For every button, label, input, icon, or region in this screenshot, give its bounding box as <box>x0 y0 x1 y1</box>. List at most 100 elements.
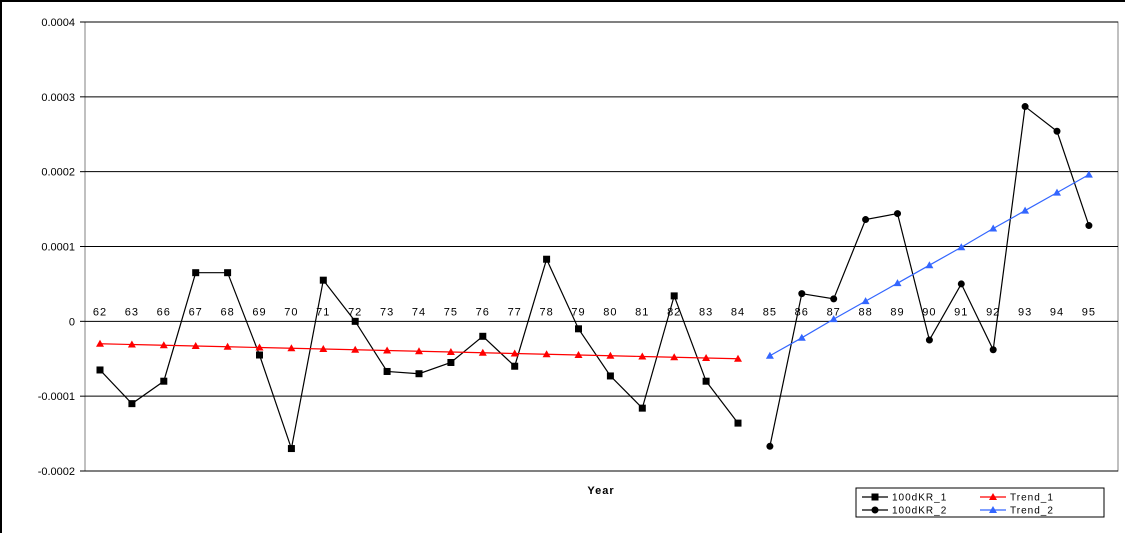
data-point-triangle <box>510 349 519 357</box>
y-tick-label: 0 <box>69 316 75 328</box>
data-point-triangle <box>989 506 997 513</box>
data-point-square <box>511 362 519 370</box>
data-point-triangle <box>957 243 966 251</box>
data-point-triangle <box>351 345 360 353</box>
data-point-triangle <box>797 333 806 341</box>
legend-label: 100dKR_1 <box>892 493 947 504</box>
data-point-triangle <box>893 279 902 287</box>
x-tick-label: 75 <box>444 306 458 318</box>
data-point-square <box>479 332 487 340</box>
data-point-square <box>670 292 678 300</box>
x-tick-label: 89 <box>890 306 904 318</box>
data-point-triangle <box>670 353 679 361</box>
series-trend-2 <box>765 170 1093 359</box>
data-point-triangle <box>446 348 455 356</box>
x-tick-label: 69 <box>252 306 266 318</box>
x-tick-label: 74 <box>412 306 426 318</box>
data-point-square <box>160 377 168 385</box>
data-point-triangle <box>989 493 997 500</box>
data-point-triangle <box>1021 206 1030 214</box>
data-point-triangle <box>223 342 232 350</box>
data-point-circle <box>894 210 901 218</box>
x-tick-label: 94 <box>1050 306 1064 318</box>
data-point-triangle <box>829 315 838 323</box>
x-tick-label: 73 <box>380 306 394 318</box>
x-tick-label: 63 <box>125 306 139 318</box>
data-point-triangle <box>478 348 487 356</box>
x-tick-label: 62 <box>93 306 107 318</box>
x-tick-label: 76 <box>476 306 490 318</box>
data-point-triangle <box>255 343 264 351</box>
y-tick-label: 0.0004 <box>41 17 75 29</box>
x-tick-label: 91 <box>954 306 968 318</box>
data-point-square <box>224 269 232 277</box>
legend-label: Trend_2 <box>1010 506 1054 517</box>
data-point-triangle <box>127 340 136 348</box>
data-point-triangle <box>734 354 742 362</box>
data-point-triangle <box>574 351 583 359</box>
x-tick-label: 67 <box>189 306 203 318</box>
data-point-circle <box>862 216 870 224</box>
data-point-triangle <box>925 261 934 269</box>
data-point-square <box>575 325 582 333</box>
data-point-triangle <box>1084 170 1093 178</box>
x-tick-label: 72 <box>348 306 362 318</box>
x-tick-label: 81 <box>635 306 649 318</box>
x-tick-label: 71 <box>316 306 330 318</box>
data-point-triangle <box>702 354 711 362</box>
series-layer <box>96 103 1093 453</box>
data-point-circle <box>1085 222 1093 230</box>
legend-box <box>855 487 1105 518</box>
data-point-triangle <box>159 341 168 349</box>
data-point-triangle <box>542 350 551 358</box>
data-point-square <box>256 351 263 359</box>
legend-item: Trend_2 <box>980 506 1054 517</box>
y-tick-label: 0.0003 <box>41 92 75 104</box>
data-point-circle <box>1053 127 1061 135</box>
data-point-square <box>192 269 200 277</box>
data-point-square <box>734 419 742 427</box>
data-point-triangle <box>319 345 328 353</box>
y-tick-label: -0.0001 <box>38 391 75 403</box>
data-point-triangle <box>415 347 423 355</box>
data-point-triangle <box>606 351 615 359</box>
data-point-square <box>319 276 327 284</box>
data-point-circle <box>766 442 774 450</box>
data-point-square <box>702 377 710 385</box>
x-tick-label: 90 <box>922 306 936 318</box>
legend-label: 100dKR_2 <box>892 506 947 517</box>
data-point-square <box>351 317 359 325</box>
legend: 100dKR_1 Trend_1 100dKR_2 Trend_2 <box>855 487 1105 518</box>
legend-item: 100dKR_1 <box>862 493 947 504</box>
data-point-triangle <box>287 344 296 352</box>
legend-label: Trend_1 <box>1010 493 1054 504</box>
x-tick-label: 92 <box>986 306 1000 318</box>
x-tick-label: 70 <box>284 306 298 318</box>
data-point-square <box>287 445 295 453</box>
data-point-triangle <box>191 342 200 350</box>
data-point-circle <box>957 280 965 288</box>
data-point-circle <box>989 346 997 354</box>
x-tick-label: 95 <box>1082 306 1096 318</box>
y-tick-label: -0.0002 <box>38 466 75 478</box>
data-point-square <box>543 255 551 263</box>
x-tick-label: 68 <box>220 306 234 318</box>
x-axis-title: Year <box>587 485 614 497</box>
x-tick-label: 84 <box>731 306 745 318</box>
y-tick-label: 0.0001 <box>41 242 75 254</box>
data-point-square <box>871 493 879 501</box>
y-tick-label: 0.0002 <box>41 167 75 179</box>
data-point-circle <box>830 295 838 303</box>
data-point-triangle <box>96 339 104 347</box>
series-100dkr-2 <box>766 103 1093 450</box>
data-point-triangle <box>638 352 647 360</box>
x-tick-label: 88 <box>858 306 872 318</box>
series-100dkr-1 <box>96 255 742 453</box>
data-point-square <box>447 358 455 366</box>
data-point-triangle <box>383 346 392 354</box>
data-point-square <box>383 367 391 375</box>
x-tick-label: 66 <box>157 306 171 318</box>
x-tick-label: 87 <box>827 306 841 318</box>
data-point-square <box>415 370 423 378</box>
data-point-triangle <box>861 297 870 305</box>
